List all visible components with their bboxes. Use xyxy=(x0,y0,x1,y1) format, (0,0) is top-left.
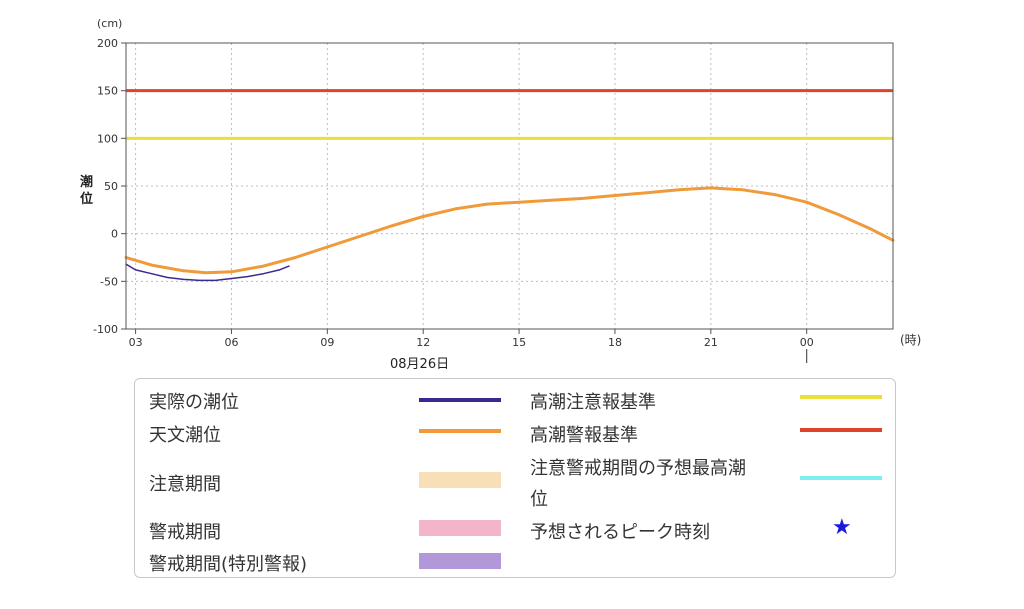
x-tick-label: 03 xyxy=(129,336,143,349)
chart-grid xyxy=(126,42,893,330)
legend-swatch-storm-surge-warning xyxy=(800,428,882,432)
x-tick-label: 21 xyxy=(704,336,718,349)
legend-swatch-storm-surge-advisory xyxy=(800,395,882,399)
legend-label-predicted-peak-time: 予想されるピーク時刻 xyxy=(530,522,710,543)
legend-label-special-warning-period: 警戒期間(特別警報) xyxy=(149,554,308,575)
legend-label-predicted-max-tide-line2: 位 xyxy=(530,489,548,510)
x-tick-label: 00 xyxy=(800,336,814,349)
x-unit-label: (時) xyxy=(900,333,921,347)
y-tick-label: 100 xyxy=(97,132,118,145)
y-tick-label: 150 xyxy=(97,85,118,98)
legend-swatch-predicted-max-tide xyxy=(800,476,882,480)
x-axis: 03 06 09 12 15 18 21 00 xyxy=(129,329,814,363)
y-tick-label: -100 xyxy=(93,323,118,336)
legend-swatch-warning-period xyxy=(419,520,501,536)
series-line-astronomical-tide xyxy=(124,186,895,275)
date-label: 08月26日 xyxy=(390,357,449,372)
legend: 実際の潮位 天文潮位 注意期間 警戒期間 警戒期間(特別警報) 高潮注意報基準 … xyxy=(134,378,896,578)
y-tick-label: 50 xyxy=(104,180,118,193)
x-tick-label: 18 xyxy=(608,336,622,349)
y-tick-label: -50 xyxy=(100,275,118,288)
legend-swatch-actual-tide xyxy=(419,398,501,402)
y-axis: 200 150 100 50 0 -50 -100 xyxy=(93,37,126,336)
legend-label-astronomical-tide: 天文潮位 xyxy=(149,425,221,446)
legend-label-predicted-max-tide-line1: 注意警戒期間の予想最高潮 xyxy=(530,458,746,479)
legend-label-storm-surge-warning: 高潮警報基準 xyxy=(530,425,638,446)
legend-swatch-special-warning-period xyxy=(419,553,501,569)
legend-label-warning-period: 警戒期間 xyxy=(149,522,221,543)
x-tick-label: 15 xyxy=(512,336,526,349)
y-tick-label: 0 xyxy=(111,228,118,241)
series-lines xyxy=(124,186,895,282)
reference-lines xyxy=(126,89,893,140)
y-tick-label: 200 xyxy=(97,37,118,50)
legend-swatch-astronomical-tide xyxy=(419,429,501,433)
star-icon: ★ xyxy=(832,515,852,540)
legend-swatch-caution-period xyxy=(419,472,501,488)
legend-label-storm-surge-advisory: 高潮注意報基準 xyxy=(530,392,656,413)
legend-label-actual-tide: 実際の潮位 xyxy=(149,392,239,413)
x-tick-label: 12 xyxy=(416,336,430,349)
legend-label-caution-period: 注意期間 xyxy=(149,474,221,495)
y-unit-label: (cm) xyxy=(97,17,122,30)
y-axis-title: 潮位 xyxy=(80,174,93,207)
x-tick-label: 06 xyxy=(224,336,238,349)
series-line-actual-tide xyxy=(125,263,290,282)
x-tick-label: 09 xyxy=(320,336,334,349)
tide-chart: 200 150 100 50 0 -50 -100 03 06 09 12 15 18 21 00 (cm… xyxy=(80,17,921,372)
